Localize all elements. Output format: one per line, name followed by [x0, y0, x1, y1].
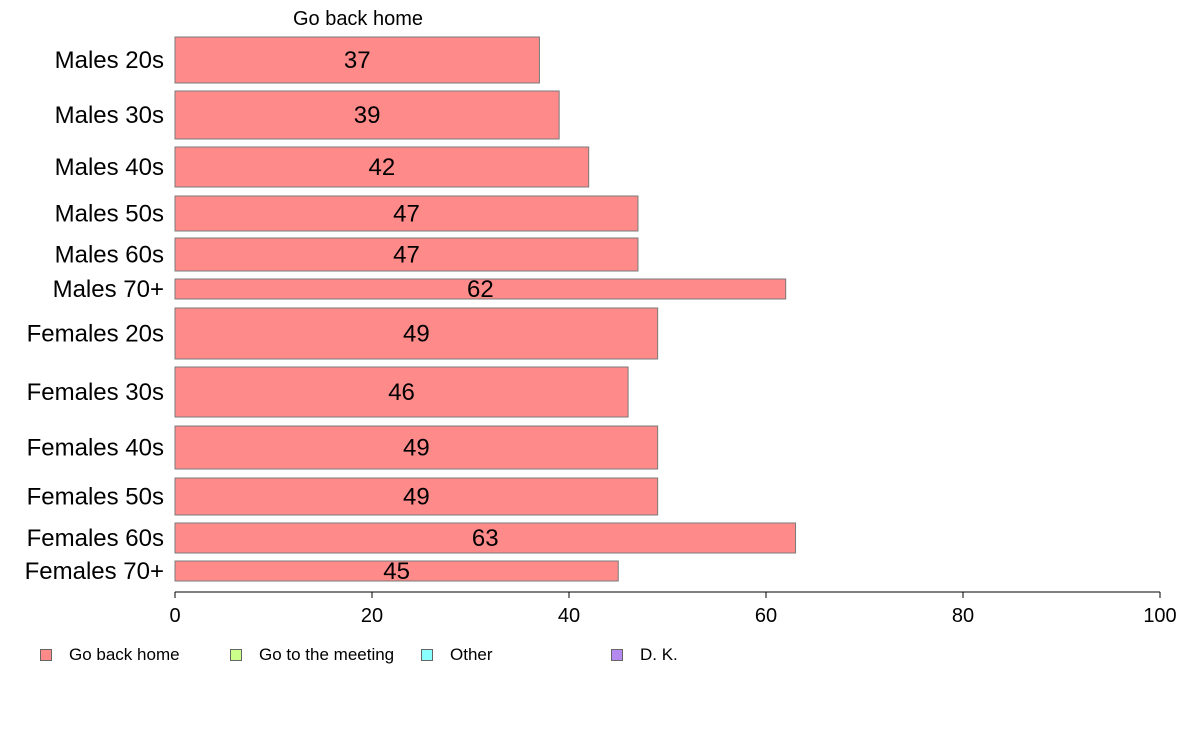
bar-males-40s	[174, 146, 590, 188]
bar-females-20s	[174, 307, 659, 360]
bar-value-label-females-70plus: 45	[383, 558, 410, 585]
legend-label: Other	[450, 645, 493, 664]
x-tick-label-20: 20	[361, 605, 383, 627]
x-tick-label-80: 80	[952, 605, 974, 627]
bar-value-label-males-70plus: 62	[467, 276, 494, 303]
bar-females-40s	[174, 425, 659, 470]
legend-item-other: Other	[421, 645, 493, 665]
category-label-males-20s: Males 20s	[55, 47, 164, 74]
chart-title: Go back home	[293, 8, 423, 30]
category-label-males-30s: Males 30s	[55, 102, 164, 129]
category-label-females-40s: Females 40s	[27, 435, 164, 462]
bar-males-60s	[174, 237, 639, 272]
x-tick-label-0: 0	[169, 605, 180, 627]
category-label-males-50s: Males 50s	[55, 201, 164, 228]
bar-males-30s	[174, 90, 560, 140]
x-tick-label-100: 100	[1143, 605, 1176, 627]
legend-label: Go to the meeting	[259, 645, 395, 664]
bar-males-50s	[174, 195, 639, 232]
legend-item-go-to-the-meeting: Go to the meeting	[230, 645, 394, 665]
bar-value-label-males-50s: 47	[393, 201, 420, 228]
legend-swatch-go-to-the-meeting	[230, 649, 242, 661]
legend-swatch-other	[421, 649, 433, 661]
x-axis: 0 20 40 60 80 100	[169, 591, 1177, 627]
legend-item-dk: D. K.	[611, 645, 678, 665]
x-tick-label-40: 40	[558, 605, 580, 627]
category-label-males-40s: Males 40s	[55, 154, 164, 181]
category-label-females-70plus: Females 70+	[25, 558, 164, 585]
bar-value-label-males-40s: 42	[368, 154, 395, 181]
category-label-females-60s: Females 60s	[27, 525, 164, 552]
bars-group: Males 20s 37 Males 30s 39 Males 40s 42 Males 5…	[25, 36, 797, 585]
bar-females-30s	[174, 366, 629, 418]
category-label-females-20s: Females 20s	[27, 321, 164, 348]
legend-swatch-dk	[611, 649, 623, 661]
bar-value-label-males-30s: 39	[354, 102, 381, 129]
legend-label: D. K.	[640, 645, 678, 664]
legend-label: Go back home	[69, 645, 180, 664]
x-tick-label-60: 60	[755, 605, 777, 627]
legend: Go back home Go to the meeting Other D. …	[40, 645, 740, 665]
bar-value-label-males-20s: 37	[344, 47, 371, 74]
bar-value-label-males-60s: 47	[393, 242, 420, 269]
bar-value-label-females-50s: 49	[403, 484, 430, 511]
legend-swatch-go-back-home	[40, 649, 52, 661]
bar-females-50s	[174, 477, 659, 516]
category-label-females-30s: Females 30s	[27, 379, 164, 406]
category-label-males-60s: Males 60s	[55, 242, 164, 269]
bar-value-label-females-30s: 46	[388, 379, 415, 406]
bar-males-70plus	[174, 278, 787, 300]
bar-value-label-females-20s: 49	[403, 321, 430, 348]
bar-value-label-females-60s: 63	[472, 525, 499, 552]
bar-value-label-females-40s: 49	[403, 435, 430, 462]
legend-item-go-back-home: Go back home	[40, 645, 180, 665]
category-label-females-50s: Females 50s	[27, 484, 164, 511]
category-label-males-70plus: Males 70+	[53, 276, 164, 303]
bar-females-60s	[174, 522, 797, 554]
bar-females-70plus	[174, 560, 619, 582]
bar-males-20s	[174, 36, 540, 84]
